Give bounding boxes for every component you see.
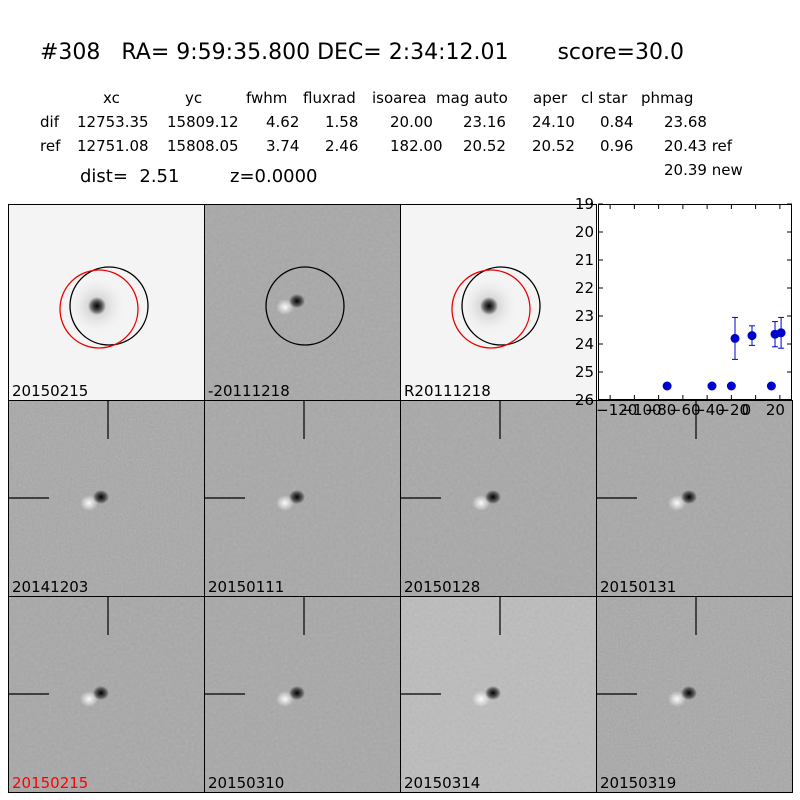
column-header: aper: [533, 89, 568, 107]
data-point: [662, 381, 672, 391]
table-cell: 23.68: [664, 113, 707, 131]
image-cutout: 20150131: [596, 400, 793, 597]
aperture-circle: [461, 266, 541, 346]
column-header: cl star: [581, 89, 628, 107]
image-cutout: 20150314: [400, 596, 597, 793]
image-cutout: -20111218: [204, 204, 401, 401]
aperture-circle-red: [59, 269, 139, 349]
image-cutout: 20150310: [204, 596, 401, 793]
y-tick-label: 23: [574, 307, 594, 325]
x-tick-label: −40: [693, 401, 725, 419]
data-point: [766, 381, 776, 391]
z-value: z=0.0000: [230, 166, 318, 187]
table-cell: 0.84: [600, 113, 634, 131]
x-tick-label: −100: [620, 401, 662, 419]
table-cell: 12753.35: [77, 113, 149, 131]
cutout-date-label: 20150215: [12, 382, 89, 400]
cutout-date-label: 20150131: [600, 578, 677, 596]
column-header: mag auto: [436, 89, 508, 107]
column-header: isoarea: [372, 89, 427, 107]
image-cutout: 20150111: [204, 400, 401, 597]
cutout-date-label: 20150215: [12, 774, 89, 792]
aperture-circle: [265, 266, 345, 346]
table-cell: 15809.12: [167, 113, 239, 131]
column-header: fwhm: [246, 89, 288, 107]
image-cutout: 20150128: [400, 400, 597, 597]
page-title: #308 RA= 9:59:35.800 DEC= 2:34:12.01 sco…: [40, 40, 684, 65]
y-tick-label: 19: [574, 195, 594, 213]
cutout-date-label: 20150310: [208, 774, 285, 792]
aperture-circle: [69, 266, 149, 346]
image-cutout: R20111218: [400, 204, 597, 401]
x-axis-labels: −120 −100 −80 −60 −40 −20 0 20: [596, 401, 792, 421]
table-cell: 4.62: [266, 113, 300, 131]
y-tick-label: 26: [574, 391, 594, 409]
y-tick-label: 24: [574, 335, 594, 353]
aperture-circle-red: [451, 269, 531, 349]
cutout-date-label: 20150319: [600, 774, 677, 792]
galaxy-core: [88, 297, 106, 315]
light-curve-chart: 19 20 21 22 23 24 25 26 −120 −100 −80 −60 −40 −20 0 20: [575, 195, 792, 419]
residual-negative: [681, 490, 697, 504]
new-phmag: 20.39 new: [664, 161, 743, 179]
residual-negative: [93, 686, 109, 700]
residual-negative: [93, 490, 109, 504]
x-tick-label: −60: [668, 401, 701, 419]
data-point: [730, 333, 740, 343]
table-cell: 23.16: [463, 113, 506, 131]
x-tick-label: 20: [765, 401, 785, 419]
row-label: ref: [40, 137, 61, 155]
residual-negative: [485, 490, 501, 504]
cutout-date-label: R20111218: [404, 382, 491, 400]
cutout-date-label: 20141203: [12, 578, 89, 596]
table-cell: 15808.05: [167, 137, 239, 155]
x-tick-label: −80: [644, 401, 677, 419]
table-cell: 24.10: [532, 113, 575, 131]
cutout-date-label: 20150314: [404, 774, 481, 792]
data-point: [726, 381, 736, 391]
plot-frame: [598, 204, 792, 400]
column-header: phmag: [641, 89, 694, 107]
x-tick-label: −20: [717, 401, 750, 419]
table-cell: 20.43 ref: [664, 137, 733, 155]
data-point: [776, 328, 786, 338]
data-point: [747, 331, 757, 341]
table-cell: 0.96: [600, 137, 634, 155]
y-tick-label: 21: [574, 251, 594, 269]
y-tick-label: 20: [574, 223, 594, 241]
x-tick-label: 0: [741, 401, 752, 419]
data-point: [707, 381, 717, 391]
image-cutout: 20150215: [8, 204, 205, 401]
residual-negative: [485, 686, 501, 700]
row-label: dif: [40, 113, 59, 131]
cutout-date-label: -20111218: [208, 382, 290, 400]
residual-negative: [681, 686, 697, 700]
table-cell: 3.74: [266, 137, 300, 155]
column-header: yc: [185, 89, 203, 107]
y-axis-labels: 19 20 21 22 23 24 25 26: [568, 195, 596, 409]
dist-value: dist= 2.51: [80, 166, 180, 187]
y-tick-label: 25: [574, 363, 594, 381]
cutout-date-label: 20150128: [404, 578, 481, 596]
x-tick-label: −120: [596, 401, 638, 419]
image-cutout: 20150215: [8, 596, 205, 793]
table-cell: 1.58: [325, 113, 359, 131]
light-curve-svg: [598, 203, 792, 401]
table-cell: 20.52: [532, 137, 575, 155]
column-header: fluxrad: [303, 89, 356, 107]
residual-negative: [289, 294, 305, 308]
table-cell: 12751.08: [77, 137, 149, 155]
cutout-date-label: 20150111: [208, 578, 285, 596]
image-cutout: 20150319: [596, 596, 793, 793]
y-tick-label: 22: [574, 279, 594, 297]
image-cutout: 20141203: [8, 400, 205, 597]
galaxy-core: [480, 297, 498, 315]
table-cell: 20.52: [463, 137, 506, 155]
table-cell: 182.00: [390, 137, 443, 155]
table-cell: 20.00: [390, 113, 433, 131]
column-header: xc: [103, 89, 120, 107]
table-cell: 2.46: [325, 137, 359, 155]
residual-negative: [289, 490, 305, 504]
residual-negative: [289, 686, 305, 700]
